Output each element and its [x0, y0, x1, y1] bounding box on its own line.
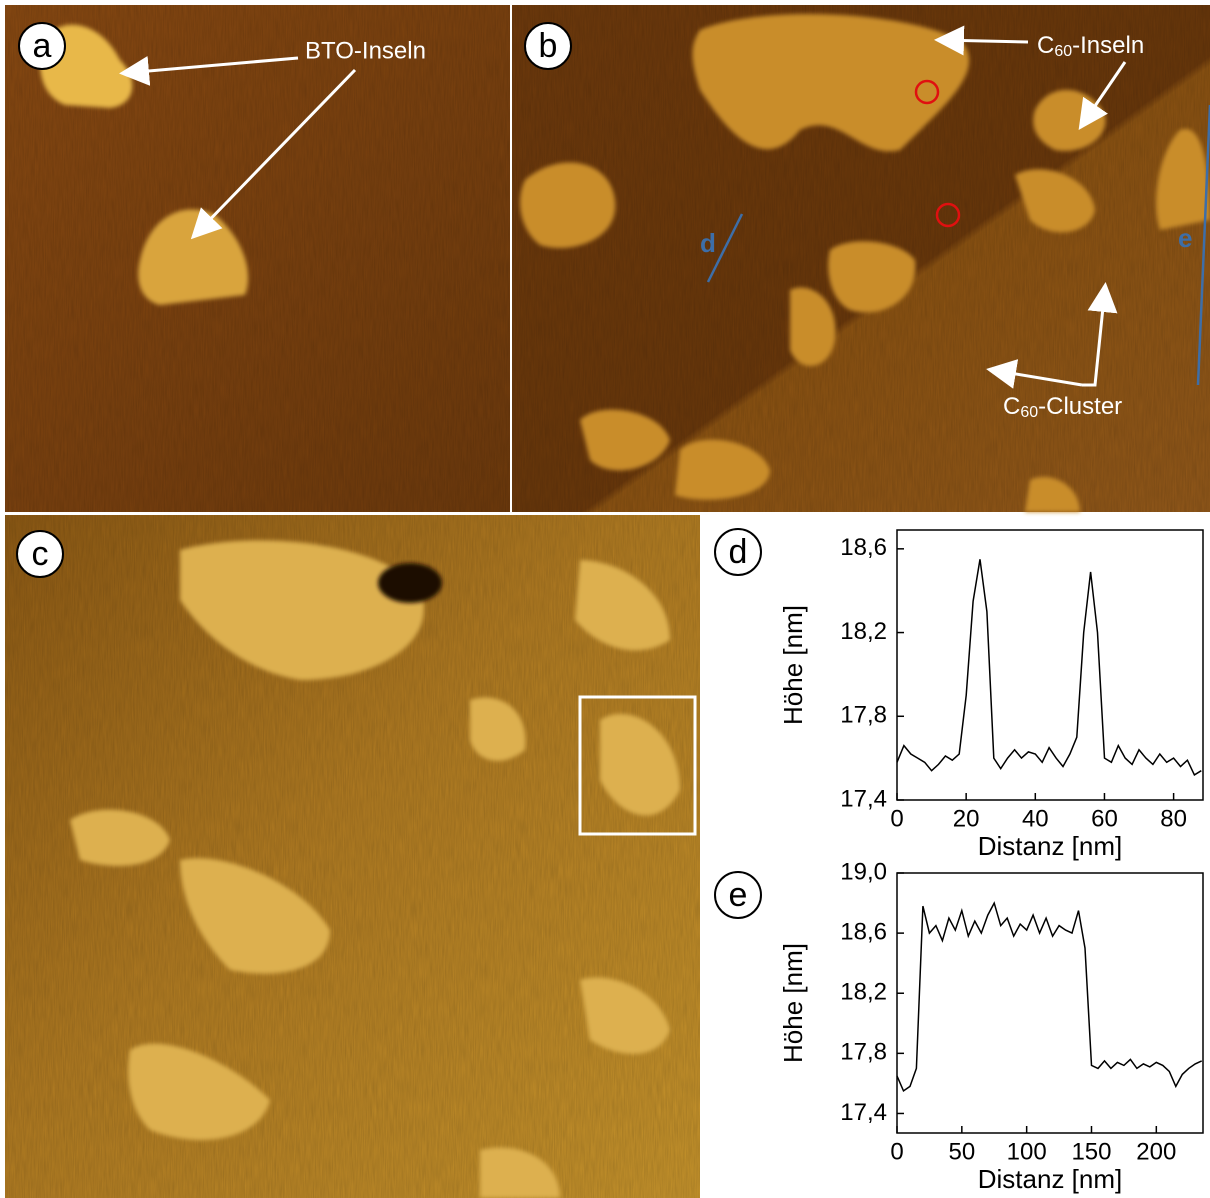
panel-a: a BTO-Inseln: [5, 5, 510, 512]
x-axis-label: Distanz [nm]: [978, 831, 1123, 861]
panel-label: c: [32, 535, 49, 573]
panel-label: d: [729, 533, 748, 571]
y-tick-label: 17,4: [840, 785, 887, 812]
y-axis-label: Höhe [nm]: [778, 943, 808, 1063]
x-axis-label: Distanz [nm]: [978, 1164, 1123, 1194]
y-tick-label: 18,6: [840, 918, 887, 945]
annotation: BTO-Inseln: [305, 37, 426, 64]
annotation-subscript: 60: [1054, 43, 1072, 60]
y-tick-label: 17,4: [840, 1099, 887, 1126]
panel-label: a: [33, 27, 52, 65]
annotation-part: C: [1037, 32, 1054, 59]
y-axis-label: Höhe [nm]: [778, 605, 808, 725]
x-tick-label: 40: [1022, 805, 1049, 832]
panel-b: d e b C60-Inseln C60-Cluster: [512, 5, 1210, 512]
profile-charts: 17,4 17,8 18,2 18,6 0 20 40 60 80 Distanz [nm] Höh…: [715, 529, 1203, 1194]
x-tick-label: 60: [1091, 805, 1118, 832]
y-tick-label: 18,6: [840, 534, 887, 561]
y-tick-label: 17,8: [840, 702, 887, 729]
y-tick-label: 18,2: [840, 618, 887, 645]
panel-c: c: [5, 515, 700, 1198]
figure: a BTO-Inseln d e b C60-Inseln: [0, 0, 1210, 1198]
y-tick-label: 19,0: [840, 858, 887, 885]
x-tick-label: 150: [1071, 1138, 1111, 1165]
profile-label: e: [1178, 223, 1192, 253]
annotation-part: -Cluster: [1038, 393, 1122, 420]
annotation-part: -Inseln: [1072, 32, 1144, 59]
x-tick-label: 0: [890, 805, 903, 832]
panel-label: e: [729, 876, 748, 914]
x-tick-label: 20: [953, 805, 980, 832]
y-tick-label: 17,8: [840, 1039, 887, 1066]
annotation-subscript: 60: [1020, 404, 1038, 421]
x-tick-label: 0: [890, 1138, 903, 1165]
x-tick-label: 200: [1136, 1138, 1176, 1165]
annotation-part: C: [1003, 393, 1020, 420]
annotation: C60-Inseln: [1037, 32, 1144, 60]
x-tick-label: 100: [1007, 1138, 1047, 1165]
y-tick-label: 18,2: [840, 979, 887, 1006]
x-tick-label: 50: [948, 1138, 975, 1165]
profile-label: d: [700, 228, 716, 258]
panel-label: b: [539, 27, 558, 65]
plot-frame: [897, 873, 1203, 1133]
x-tick-label: 80: [1160, 805, 1187, 832]
